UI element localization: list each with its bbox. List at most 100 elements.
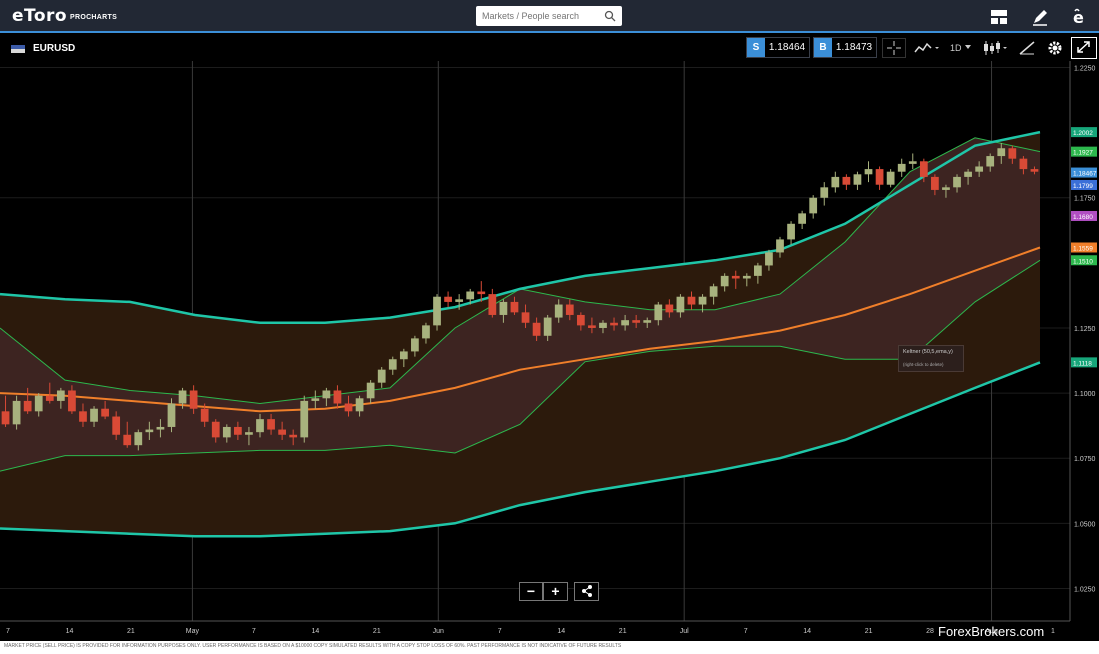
- x-tick-label: 1: [1051, 628, 1055, 635]
- x-tick-label: 21: [865, 628, 873, 635]
- candle-body: [156, 426, 165, 430]
- candle-body: [101, 408, 109, 417]
- candle-body: [134, 432, 143, 446]
- crosshair-button[interactable]: [882, 38, 906, 58]
- price-label-box: [1071, 146, 1097, 157]
- candle-body: [532, 322, 541, 336]
- share-button[interactable]: [574, 582, 599, 601]
- x-tick-label: Jun: [433, 628, 444, 635]
- candlestick-icon: [984, 41, 1007, 55]
- candle-body: [1019, 158, 1028, 170]
- candle-body: [1, 411, 10, 425]
- drawing-tools-button[interactable]: [1016, 38, 1038, 58]
- pencil-icon[interactable]: [1029, 6, 1051, 28]
- candle-body: [853, 174, 862, 185]
- candle-body: [200, 408, 209, 422]
- x-tick-label: 14: [311, 628, 319, 635]
- etoro-e-icon[interactable]: e: [1069, 6, 1091, 28]
- candle-body: [665, 304, 674, 313]
- candle-body: [919, 161, 928, 177]
- candle-body: [576, 314, 585, 326]
- candle-body: [687, 296, 696, 305]
- candle-body: [864, 169, 873, 175]
- chevron-down-icon: [965, 45, 972, 49]
- price-chart[interactable]: 1.2250 1.1750 1.1250 1.1000 1.0750 1.0500 1.02…: [0, 61, 1099, 641]
- candle-body: [632, 320, 641, 323]
- share-icon: [581, 585, 592, 597]
- candle-body: [222, 426, 231, 438]
- svg-text:e: e: [1073, 8, 1084, 27]
- indicators-button[interactable]: [912, 38, 942, 58]
- bollinger-lower-line: [0, 259, 1041, 472]
- draw-line-icon: [1019, 41, 1035, 55]
- candle-body: [45, 395, 54, 401]
- candle-body: [754, 265, 762, 276]
- candle-body: [433, 296, 441, 326]
- buy-button[interactable]: B 1.18473: [813, 37, 877, 58]
- sell-button[interactable]: S 1.18464: [746, 37, 810, 58]
- zoom-in-button[interactable]: +: [543, 582, 568, 601]
- layout-icon[interactable]: [988, 6, 1010, 28]
- candle-body: [610, 322, 618, 326]
- y-tick-label: 1.0250: [1074, 586, 1096, 593]
- y-tick-label: 1.1250: [1074, 326, 1096, 333]
- search-input[interactable]: [482, 9, 600, 23]
- candle-body: [256, 419, 264, 433]
- candle-body: [588, 325, 596, 328]
- candle-body: [12, 400, 21, 425]
- candle-body: [986, 156, 995, 167]
- buy-price: 1.18473: [832, 38, 876, 57]
- instrument-symbol[interactable]: EURUSD: [33, 43, 76, 54]
- timeframe-dropdown[interactable]: 1D: [948, 38, 974, 58]
- candle-body: [643, 320, 652, 323]
- price-label: 1.1927: [1073, 150, 1093, 157]
- search-icon[interactable]: [604, 10, 616, 22]
- x-tick-label: 7: [498, 628, 502, 635]
- candle-body: [311, 398, 320, 401]
- price-label-box: [1071, 167, 1097, 178]
- bollinger-band-fill: [0, 137, 1040, 472]
- etoro-logo[interactable]: eToro: [12, 6, 68, 26]
- price-label: 1.1510: [1073, 258, 1093, 265]
- fullscreen-button[interactable]: [1071, 37, 1097, 59]
- gear-icon: [1048, 41, 1062, 55]
- top-icons: e: [974, 6, 1091, 28]
- x-tick-label: 28: [926, 628, 934, 635]
- candle-body: [809, 197, 818, 214]
- zoom-out-button[interactable]: −: [519, 582, 543, 601]
- candle-body: [964, 171, 972, 177]
- expand-icon: [1077, 41, 1090, 53]
- x-tick-label: 7: [252, 628, 256, 635]
- candle-body: [565, 304, 574, 315]
- candle-body: [953, 176, 961, 188]
- candle-body: [510, 301, 519, 313]
- procharts-label: PROCHARTS: [70, 14, 118, 21]
- flag-icon: [11, 45, 25, 53]
- search-box[interactable]: [476, 6, 622, 26]
- y-tick-label: 1.0750: [1074, 456, 1096, 463]
- top-bar: eToro PROCHARTS e: [0, 0, 1099, 33]
- candle-body: [278, 429, 286, 435]
- price-label: 1.1118: [1073, 360, 1092, 367]
- candle-body: [621, 320, 629, 326]
- candle-body: [189, 390, 198, 409]
- sell-price: 1.18464: [765, 38, 809, 57]
- price-label-box: [1071, 210, 1097, 221]
- candle-body: [422, 325, 430, 339]
- candle-body: [654, 304, 663, 321]
- chart-type-dropdown[interactable]: [980, 38, 1010, 58]
- settings-button[interactable]: [1044, 38, 1066, 58]
- candle-body: [56, 390, 65, 401]
- candle-body: [698, 296, 707, 305]
- candle-body: [300, 400, 309, 438]
- indicator-tooltip[interactable]: Keltner (50,5,ema,y) (right-click to del…: [898, 345, 964, 372]
- candle-body: [709, 286, 718, 297]
- candle-body: [466, 291, 475, 300]
- candle-body: [942, 187, 950, 190]
- y-tick-label: 1.2250: [1074, 66, 1096, 73]
- candle-body: [355, 398, 364, 412]
- price-label: 1.18467: [1073, 171, 1097, 178]
- x-tick-label: 21: [127, 628, 135, 635]
- candle-body: [79, 411, 87, 422]
- candle-body: [543, 317, 552, 336]
